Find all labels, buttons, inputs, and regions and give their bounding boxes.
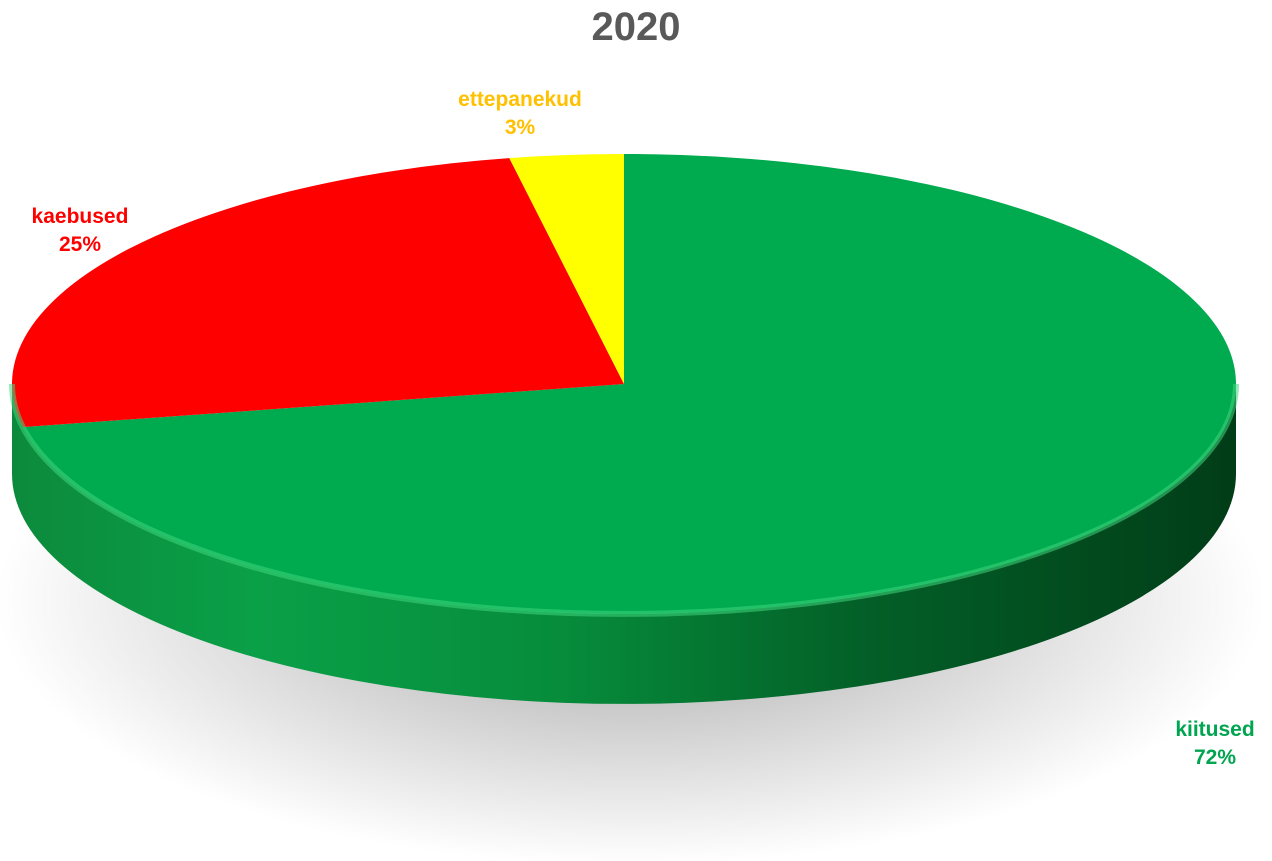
slice-name-kiitused: kiitused bbox=[1175, 718, 1255, 741]
slice-name-kaebused: kaebused bbox=[31, 205, 129, 228]
slice-name-ettepanekud: ettepanekud bbox=[458, 88, 582, 111]
slice-value-kiitused: 72% bbox=[1193, 746, 1237, 769]
slice-label-kiitused: kiitused 72% bbox=[1150, 716, 1272, 772]
chart-title: 2020 bbox=[591, 5, 681, 49]
rim-highlight bbox=[9, 383, 1239, 617]
pie-rim bbox=[9, 383, 1239, 617]
slice-kiitused bbox=[22, 154, 1236, 614]
slice-label-kaebused: kaebused 25% bbox=[10, 203, 150, 259]
side-wall-kiitused bbox=[12, 384, 1236, 704]
slice-kaebused bbox=[11, 158, 624, 428]
pie-side-wall bbox=[12, 384, 1236, 704]
pie-slices bbox=[11, 154, 1236, 614]
slice-ettepanekud bbox=[509, 154, 624, 384]
slice-value-ettepanekud: 3% bbox=[504, 116, 536, 139]
slice-value-kaebused: 25% bbox=[58, 233, 102, 256]
slice-label-ettepanekud: ettepanekud 3% bbox=[420, 86, 620, 142]
